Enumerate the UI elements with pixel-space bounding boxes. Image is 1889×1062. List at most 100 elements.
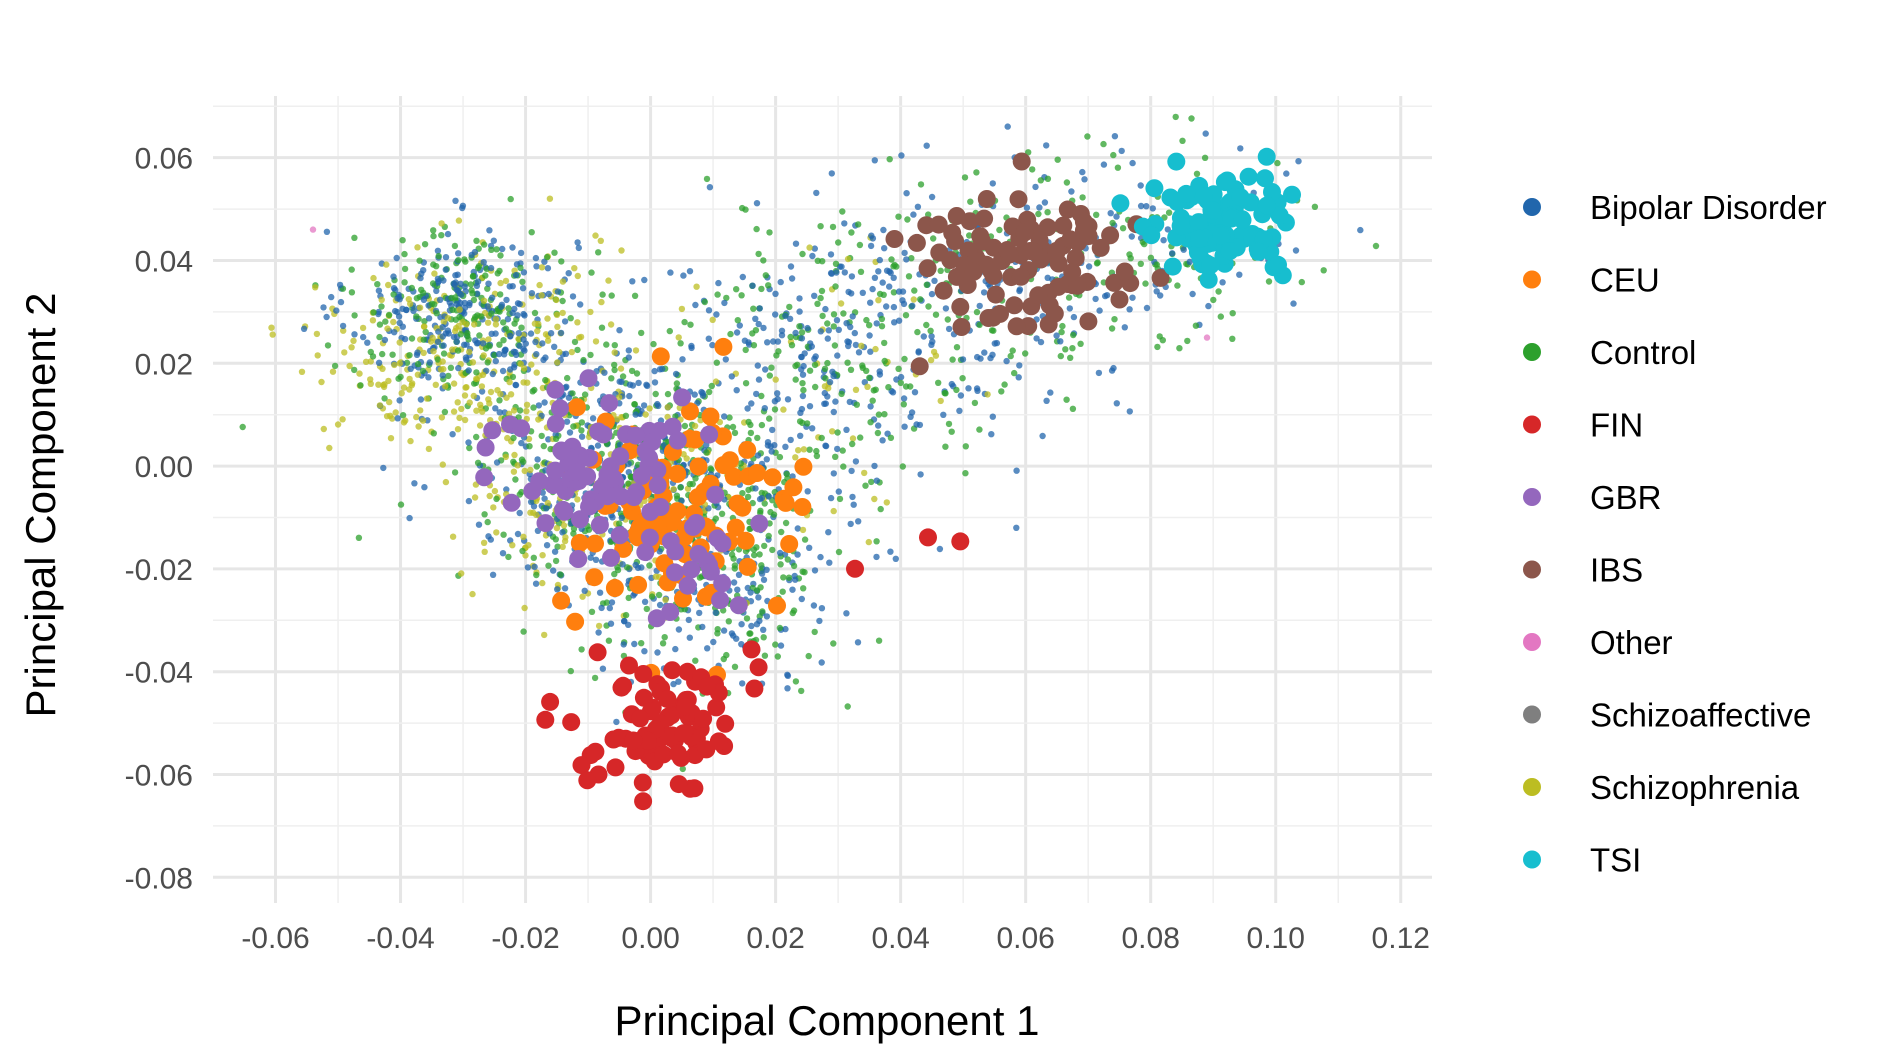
point-bipolar-disorder bbox=[670, 680, 677, 688]
point-control bbox=[742, 206, 749, 213]
point-bipolar-disorder bbox=[442, 254, 450, 261]
point-control bbox=[502, 325, 510, 332]
point-bipolar-disorder bbox=[626, 392, 633, 400]
point-control bbox=[559, 297, 566, 305]
point-schizophrenia bbox=[806, 244, 813, 251]
point-gbr bbox=[624, 488, 643, 507]
point-control bbox=[1217, 313, 1225, 320]
point-schizophrenia bbox=[553, 524, 561, 532]
point-control bbox=[516, 407, 524, 414]
point-control bbox=[687, 321, 694, 328]
point-control bbox=[902, 312, 910, 319]
point-schizophrenia bbox=[517, 360, 524, 368]
point-bipolar-disorder bbox=[651, 367, 658, 375]
point-bipolar-disorder bbox=[825, 529, 832, 536]
point-control bbox=[725, 618, 732, 625]
point-bipolar-disorder bbox=[867, 403, 874, 410]
point-gbr bbox=[589, 422, 608, 441]
point-control bbox=[779, 588, 786, 595]
point-schizophrenia bbox=[544, 499, 551, 507]
point-control bbox=[440, 350, 448, 357]
point-bipolar-disorder bbox=[339, 322, 347, 330]
point-fin bbox=[749, 658, 768, 677]
point-schizophrenia bbox=[339, 416, 346, 423]
point-schizophrenia bbox=[556, 348, 563, 356]
point-bipolar-disorder bbox=[798, 353, 805, 361]
point-bipolar-disorder bbox=[516, 342, 523, 350]
point-schizophrenia bbox=[390, 318, 397, 326]
point-ibs bbox=[918, 259, 937, 278]
point-bipolar-disorder bbox=[913, 421, 920, 428]
point-control bbox=[519, 547, 526, 555]
point-bipolar-disorder bbox=[625, 347, 632, 354]
point-schizophrenia bbox=[367, 358, 374, 365]
point-bipolar-disorder bbox=[618, 378, 625, 386]
point-schizophrenia bbox=[494, 387, 501, 394]
point-schizophrenia bbox=[592, 232, 599, 239]
point-schizophrenia bbox=[560, 522, 568, 529]
point-bipolar-disorder bbox=[875, 422, 882, 429]
point-control bbox=[757, 507, 764, 514]
point-bipolar-disorder bbox=[762, 366, 769, 373]
point-control bbox=[904, 216, 911, 223]
point-control bbox=[899, 463, 906, 470]
legend-key-fin bbox=[1523, 415, 1541, 434]
point-bipolar-disorder bbox=[832, 398, 839, 405]
point-control bbox=[357, 382, 364, 389]
point-schizophrenia bbox=[520, 379, 527, 386]
point-bipolar-disorder bbox=[715, 279, 722, 287]
point-control bbox=[673, 492, 681, 499]
point-control bbox=[770, 511, 778, 518]
point-fin bbox=[698, 677, 716, 696]
point-bipolar-disorder bbox=[1357, 226, 1364, 234]
point-bipolar-disorder bbox=[797, 432, 804, 439]
point-control bbox=[505, 305, 512, 312]
point-ceu bbox=[668, 464, 687, 483]
point-gbr bbox=[546, 380, 565, 399]
point-bipolar-disorder bbox=[1039, 432, 1046, 440]
point-ibs bbox=[991, 304, 1009, 323]
point-schizophrenia bbox=[491, 487, 499, 495]
x-tick-label: 0.06 bbox=[996, 922, 1054, 955]
point-bipolar-disorder bbox=[957, 392, 965, 399]
point-control bbox=[569, 390, 576, 397]
point-control bbox=[406, 352, 413, 359]
point-tsi bbox=[1163, 257, 1182, 276]
point-ceu bbox=[748, 464, 766, 482]
point-schizophrenia bbox=[456, 306, 463, 313]
point-bipolar-disorder bbox=[631, 640, 638, 648]
point-bipolar-disorder bbox=[541, 495, 548, 502]
point-control bbox=[1065, 294, 1073, 301]
point-control bbox=[1265, 278, 1273, 285]
point-ceu bbox=[629, 575, 648, 594]
point-bipolar-disorder bbox=[897, 373, 905, 381]
point-schizophrenia bbox=[470, 392, 477, 400]
point-schizophrenia bbox=[402, 417, 409, 424]
point-schizophrenia bbox=[502, 277, 510, 285]
point-bipolar-disorder bbox=[1283, 170, 1290, 177]
point-control bbox=[1069, 345, 1076, 352]
point-control bbox=[533, 571, 540, 579]
point-control bbox=[723, 294, 730, 302]
point-bipolar-disorder bbox=[818, 659, 825, 666]
point-bipolar-disorder bbox=[733, 329, 741, 336]
point-control bbox=[510, 458, 517, 465]
point-gbr bbox=[590, 516, 609, 534]
point-bipolar-disorder bbox=[850, 501, 857, 508]
point-bipolar-disorder bbox=[486, 227, 493, 234]
point-control bbox=[1093, 260, 1101, 267]
point-control bbox=[1126, 251, 1133, 258]
point-bipolar-disorder bbox=[527, 330, 535, 337]
point-control bbox=[996, 226, 1003, 234]
point-bipolar-disorder bbox=[445, 330, 452, 337]
point-bipolar-disorder bbox=[936, 545, 944, 553]
point-control bbox=[351, 366, 358, 374]
point-bipolar-disorder bbox=[794, 551, 801, 558]
point-bipolar-disorder bbox=[871, 274, 879, 281]
point-bipolar-disorder bbox=[901, 423, 908, 430]
point-bipolar-disorder bbox=[606, 604, 613, 612]
point-control bbox=[476, 332, 483, 339]
point-schizophrenia bbox=[937, 397, 944, 405]
point-schizophrenia bbox=[414, 244, 421, 251]
point-control bbox=[370, 309, 377, 316]
